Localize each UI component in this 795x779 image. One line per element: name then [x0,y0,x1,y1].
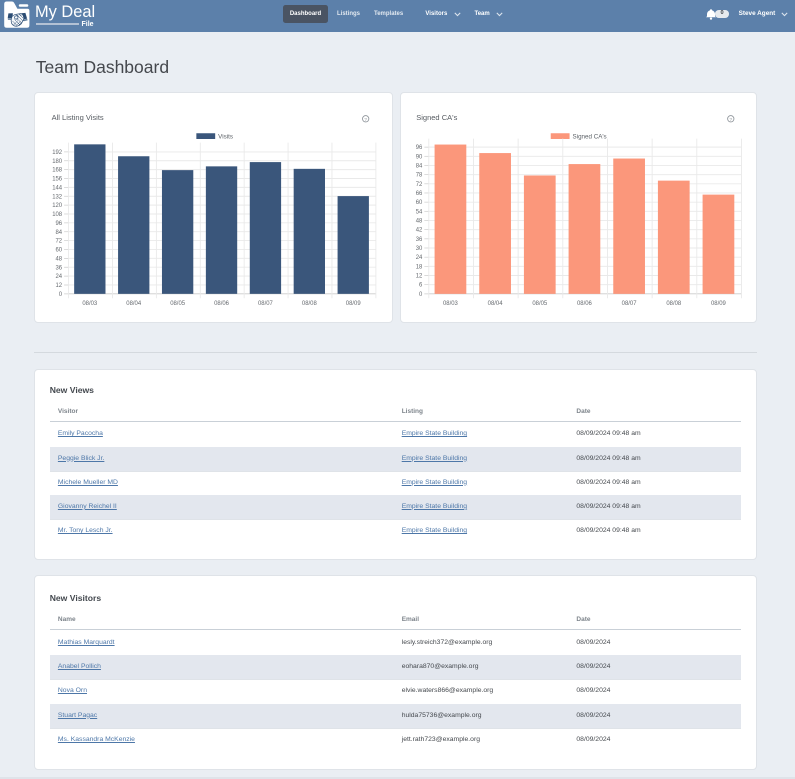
svg-text:08/06: 08/06 [577,301,593,307]
svg-text:08/07: 08/07 [621,301,636,307]
svg-text:144: 144 [52,185,63,191]
svg-text:96: 96 [416,145,423,151]
svg-text:?: ? [729,117,732,123]
svg-text:6: 6 [419,283,423,289]
svg-text:96: 96 [55,221,62,227]
svg-text:All Listing Visits: All Listing Visits [51,113,103,122]
svg-text:84: 84 [55,230,62,236]
svg-text:84: 84 [416,164,423,170]
svg-text:24: 24 [416,255,423,261]
svg-text:08/05: 08/05 [170,301,186,307]
svg-text:08/06: 08/06 [214,301,230,307]
svg-text:?: ? [364,117,367,123]
svg-text:Visits: Visits [218,133,233,140]
svg-text:48: 48 [416,219,423,225]
svg-text:66: 66 [416,191,423,197]
svg-text:42: 42 [416,228,423,234]
svg-text:Signed CA's: Signed CA's [572,133,606,140]
svg-text:08/05: 08/05 [532,301,548,307]
svg-text:78: 78 [416,173,423,179]
svg-text:08/08: 08/08 [301,301,317,307]
svg-text:156: 156 [52,177,63,183]
svg-text:72: 72 [55,239,62,245]
svg-text:108: 108 [52,212,63,218]
svg-text:60: 60 [416,200,423,206]
svg-text:08/09: 08/09 [345,301,361,307]
svg-text:30: 30 [416,246,423,252]
svg-text:60: 60 [55,248,62,254]
svg-text:12: 12 [55,283,62,289]
svg-text:36: 36 [55,265,62,271]
svg-text:08/03: 08/03 [443,301,459,307]
svg-text:54: 54 [416,209,423,215]
svg-text:120: 120 [52,203,63,209]
svg-text:132: 132 [52,194,62,200]
svg-text:08/04: 08/04 [487,301,503,307]
svg-text:168: 168 [52,168,63,174]
svg-text:08/08: 08/08 [666,301,682,307]
svg-text:08/04: 08/04 [126,301,142,307]
svg-text:72: 72 [416,182,423,188]
svg-text:08/03: 08/03 [82,301,98,307]
svg-text:192: 192 [52,150,62,156]
svg-text:180: 180 [52,159,63,165]
svg-text:12: 12 [416,274,423,280]
svg-text:24: 24 [55,274,62,280]
svg-text:0: 0 [419,292,423,298]
svg-text:90: 90 [416,154,423,160]
svg-text:Signed CA's: Signed CA's [416,113,457,122]
svg-text:36: 36 [416,237,423,243]
svg-text:18: 18 [416,264,423,270]
svg-text:08/07: 08/07 [258,301,273,307]
svg-text:48: 48 [55,256,62,262]
svg-text:08/09: 08/09 [711,301,727,307]
svg-text:0: 0 [58,292,62,298]
